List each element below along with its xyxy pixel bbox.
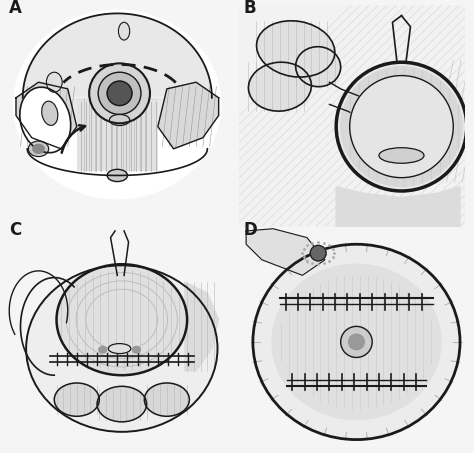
Polygon shape bbox=[16, 82, 77, 149]
Circle shape bbox=[341, 67, 462, 187]
Ellipse shape bbox=[33, 145, 44, 153]
Ellipse shape bbox=[133, 347, 140, 353]
Circle shape bbox=[341, 326, 372, 357]
Ellipse shape bbox=[97, 386, 146, 422]
Polygon shape bbox=[246, 229, 325, 275]
Circle shape bbox=[350, 76, 453, 178]
Polygon shape bbox=[158, 82, 219, 149]
Circle shape bbox=[98, 72, 141, 115]
Ellipse shape bbox=[26, 265, 218, 432]
Circle shape bbox=[348, 334, 365, 350]
Ellipse shape bbox=[109, 115, 130, 125]
Circle shape bbox=[107, 81, 132, 106]
Polygon shape bbox=[336, 187, 460, 226]
Ellipse shape bbox=[256, 21, 335, 77]
Ellipse shape bbox=[248, 62, 311, 111]
Ellipse shape bbox=[99, 347, 107, 353]
Polygon shape bbox=[23, 14, 212, 126]
Ellipse shape bbox=[14, 10, 221, 199]
Text: D: D bbox=[244, 222, 258, 239]
Ellipse shape bbox=[46, 72, 62, 92]
Ellipse shape bbox=[107, 169, 128, 182]
Polygon shape bbox=[185, 282, 219, 371]
Circle shape bbox=[310, 246, 326, 261]
Text: A: A bbox=[9, 0, 22, 17]
Ellipse shape bbox=[145, 383, 189, 416]
Ellipse shape bbox=[379, 148, 424, 163]
Ellipse shape bbox=[42, 101, 58, 125]
Circle shape bbox=[89, 63, 150, 123]
Ellipse shape bbox=[272, 264, 441, 419]
Ellipse shape bbox=[253, 244, 460, 439]
Ellipse shape bbox=[108, 343, 131, 354]
Ellipse shape bbox=[54, 383, 99, 416]
Ellipse shape bbox=[296, 47, 341, 87]
Text: B: B bbox=[244, 0, 256, 17]
Ellipse shape bbox=[20, 87, 71, 153]
Circle shape bbox=[336, 62, 467, 191]
Polygon shape bbox=[239, 5, 465, 226]
Text: C: C bbox=[9, 222, 21, 239]
Ellipse shape bbox=[118, 22, 130, 40]
Polygon shape bbox=[77, 98, 158, 171]
Ellipse shape bbox=[56, 264, 187, 375]
Ellipse shape bbox=[28, 141, 49, 157]
